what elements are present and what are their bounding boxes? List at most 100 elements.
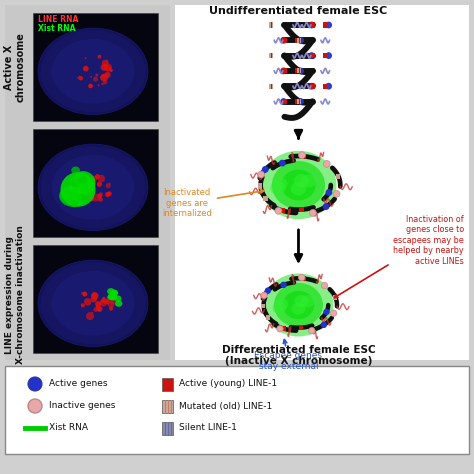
Bar — [323, 83, 328, 89]
Bar — [297, 99, 301, 104]
Bar — [33, 245, 158, 353]
Bar — [271, 53, 272, 58]
Bar — [295, 68, 299, 73]
Circle shape — [100, 74, 107, 81]
Bar — [264, 196, 268, 201]
Circle shape — [91, 76, 92, 78]
Bar — [283, 68, 287, 73]
Circle shape — [99, 192, 103, 196]
Ellipse shape — [61, 172, 95, 207]
Ellipse shape — [294, 174, 309, 187]
Ellipse shape — [272, 161, 325, 209]
Circle shape — [102, 297, 105, 300]
Circle shape — [104, 65, 111, 72]
Bar — [299, 99, 300, 104]
Bar — [5, 5, 170, 360]
Bar — [300, 207, 304, 212]
Circle shape — [84, 298, 91, 306]
Circle shape — [77, 77, 78, 79]
Text: Mutated (old) LINE-1: Mutated (old) LINE-1 — [179, 401, 272, 410]
Ellipse shape — [59, 185, 87, 207]
Text: LINE expression during
X-chromosome inactivation: LINE expression during X-chromosome inac… — [5, 226, 25, 365]
Circle shape — [98, 193, 102, 198]
Bar — [5, 366, 469, 454]
Circle shape — [308, 83, 315, 90]
Text: Active (young) LINE-1: Active (young) LINE-1 — [179, 380, 277, 389]
Circle shape — [84, 194, 91, 201]
Ellipse shape — [79, 176, 88, 183]
Circle shape — [321, 283, 328, 289]
Bar — [269, 53, 273, 58]
Circle shape — [81, 177, 85, 181]
Ellipse shape — [52, 155, 134, 220]
Circle shape — [280, 282, 287, 288]
Circle shape — [326, 189, 332, 196]
Ellipse shape — [71, 171, 95, 195]
Circle shape — [308, 52, 315, 59]
Ellipse shape — [52, 271, 134, 336]
Circle shape — [109, 306, 113, 310]
Circle shape — [264, 287, 271, 294]
Ellipse shape — [301, 295, 315, 307]
Text: Active X
chromosome: Active X chromosome — [4, 32, 26, 102]
Circle shape — [106, 183, 111, 188]
Circle shape — [110, 300, 115, 304]
Ellipse shape — [292, 302, 305, 315]
Bar — [310, 83, 315, 89]
Circle shape — [28, 377, 42, 391]
Circle shape — [308, 22, 315, 28]
Circle shape — [277, 326, 283, 332]
Circle shape — [107, 296, 110, 299]
Ellipse shape — [273, 177, 288, 191]
Circle shape — [323, 203, 329, 210]
Circle shape — [28, 399, 42, 413]
Circle shape — [98, 197, 103, 202]
Bar — [258, 183, 262, 189]
Circle shape — [98, 55, 101, 59]
Circle shape — [98, 175, 105, 182]
Circle shape — [104, 299, 110, 304]
Circle shape — [81, 303, 85, 308]
Ellipse shape — [282, 170, 316, 201]
Bar — [297, 38, 301, 43]
Circle shape — [79, 76, 83, 81]
Bar — [297, 68, 301, 73]
Circle shape — [333, 191, 340, 197]
Circle shape — [91, 296, 97, 302]
Bar — [269, 22, 273, 27]
Ellipse shape — [108, 293, 115, 300]
Circle shape — [102, 60, 109, 66]
Circle shape — [105, 192, 110, 197]
Ellipse shape — [291, 182, 306, 196]
Ellipse shape — [71, 166, 80, 174]
Circle shape — [262, 166, 269, 173]
Ellipse shape — [71, 179, 80, 187]
Bar — [271, 22, 272, 27]
Ellipse shape — [41, 146, 145, 228]
Circle shape — [320, 322, 327, 328]
Ellipse shape — [38, 144, 148, 230]
Text: Escapee genes
stay external: Escapee genes stay external — [255, 339, 322, 371]
Circle shape — [258, 171, 264, 178]
Circle shape — [310, 210, 316, 216]
Bar — [282, 326, 286, 331]
Text: Inactive genes: Inactive genes — [49, 401, 115, 410]
Circle shape — [91, 292, 99, 300]
Circle shape — [98, 84, 100, 86]
Circle shape — [109, 183, 110, 185]
Circle shape — [88, 84, 93, 88]
Circle shape — [78, 76, 81, 78]
Bar — [299, 68, 300, 73]
Circle shape — [84, 176, 88, 180]
Circle shape — [297, 67, 304, 74]
Circle shape — [106, 60, 108, 62]
Bar — [333, 295, 337, 300]
Circle shape — [88, 195, 94, 201]
Bar — [299, 38, 300, 43]
Ellipse shape — [274, 283, 323, 327]
Circle shape — [100, 300, 107, 307]
Bar — [283, 99, 287, 104]
Circle shape — [107, 191, 112, 196]
Text: Inactivated
genes are
internalized: Inactivated genes are internalized — [162, 188, 264, 218]
Ellipse shape — [274, 298, 289, 310]
